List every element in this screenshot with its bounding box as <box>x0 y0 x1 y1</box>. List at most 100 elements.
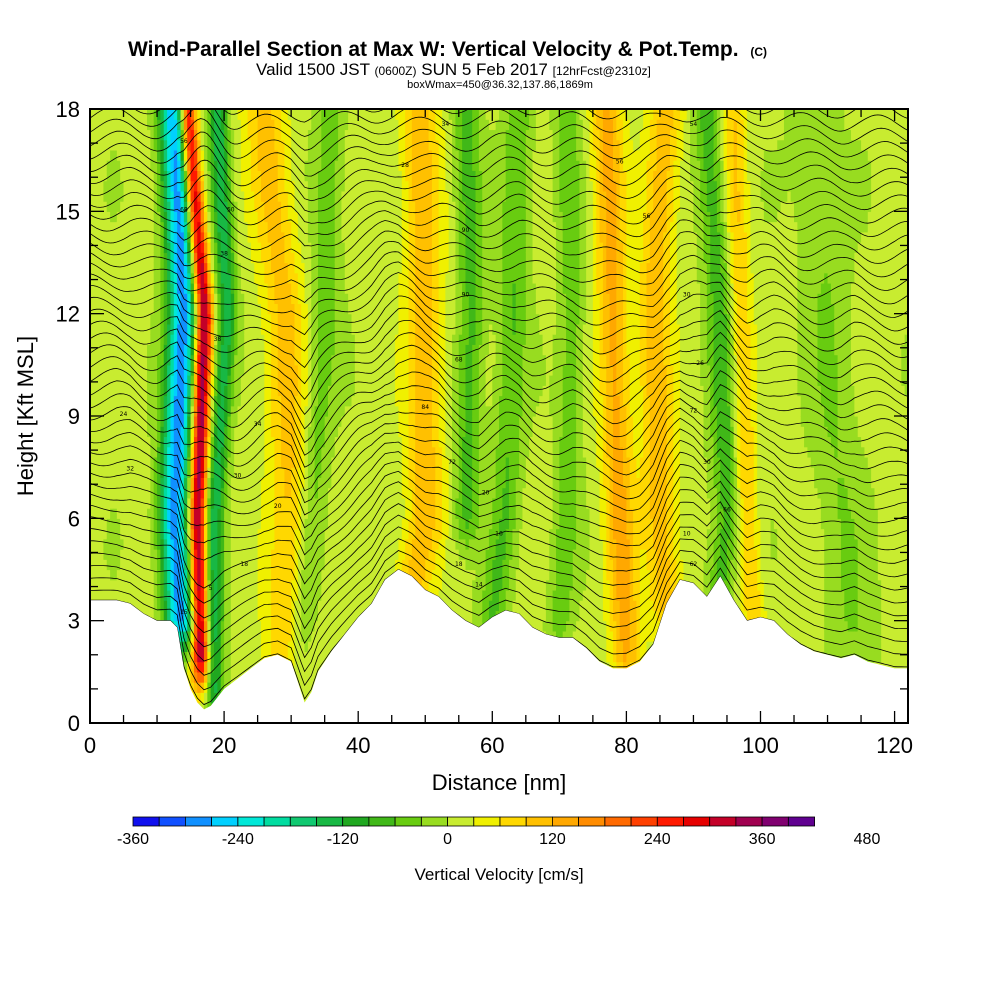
velocity-cell <box>214 395 218 407</box>
velocity-cell <box>110 436 115 448</box>
velocity-cell <box>341 467 346 478</box>
velocity-cell <box>190 334 195 345</box>
velocity-cell <box>314 201 319 212</box>
velocity-cell <box>217 313 222 325</box>
velocity-cell <box>260 446 265 458</box>
velocity-cell <box>214 610 218 622</box>
velocity-cell <box>113 456 118 468</box>
velocity-cell <box>361 600 366 612</box>
velocity-cell <box>348 190 353 202</box>
velocity-cell <box>200 231 205 243</box>
velocity-cell <box>348 518 353 530</box>
velocity-cell <box>207 323 212 335</box>
velocity-cell <box>197 395 202 407</box>
velocity-cell <box>197 641 202 652</box>
velocity-cell <box>297 559 302 571</box>
velocity-cell <box>344 487 349 499</box>
velocity-cell <box>190 477 195 489</box>
velocity-cell <box>100 323 105 335</box>
velocity-cell <box>116 303 121 315</box>
velocity-cell <box>281 569 286 581</box>
velocity-cell <box>153 559 158 571</box>
velocity-cell <box>354 201 359 212</box>
velocity-cell <box>257 508 262 519</box>
velocity-cell <box>116 538 121 550</box>
velocity-cell <box>140 201 145 212</box>
velocity-cell <box>244 262 249 274</box>
velocity-cell <box>90 477 94 489</box>
velocity-cell <box>237 109 242 120</box>
velocity-cell <box>120 416 125 427</box>
velocity-cell <box>351 170 356 182</box>
velocity-cell <box>200 528 205 540</box>
velocity-cell <box>257 242 262 253</box>
velocity-cell <box>334 620 339 632</box>
velocity-cell <box>291 559 296 571</box>
velocity-cell <box>190 395 195 407</box>
velocity-cell <box>324 620 329 632</box>
velocity-cell <box>240 559 245 571</box>
velocity-cell <box>244 303 249 315</box>
velocity-cell <box>140 559 145 571</box>
velocity-cell <box>126 190 131 202</box>
velocity-cell <box>244 293 249 305</box>
velocity-cell <box>257 119 262 131</box>
velocity-cell <box>136 487 141 499</box>
velocity-cell <box>183 589 188 601</box>
velocity-cell <box>254 109 259 120</box>
velocity-cell <box>264 641 269 652</box>
velocity-cell <box>338 242 343 253</box>
velocity-cell <box>143 508 148 519</box>
velocity-cell <box>284 641 289 652</box>
velocity-cell <box>331 477 336 489</box>
velocity-cell <box>291 221 296 233</box>
velocity-cell <box>311 323 316 335</box>
velocity-cell <box>110 385 115 397</box>
velocity-cell <box>187 671 192 683</box>
velocity-cell <box>120 170 125 182</box>
velocity-cell <box>344 262 349 274</box>
velocity-cell <box>214 334 218 345</box>
velocity-cell <box>254 559 259 571</box>
velocity-cell <box>193 641 198 652</box>
velocity-cell <box>271 282 275 294</box>
velocity-cell <box>358 139 363 151</box>
velocity-cell <box>328 303 332 315</box>
velocity-cell <box>136 282 141 294</box>
velocity-cell <box>123 518 128 530</box>
velocity-cell <box>150 334 155 345</box>
velocity-cell <box>321 395 326 407</box>
velocity-cell <box>311 477 316 489</box>
velocity-cell <box>304 119 309 131</box>
velocity-cell <box>314 211 319 223</box>
velocity-cell <box>244 334 249 345</box>
velocity-cell <box>348 211 353 223</box>
velocity-cell <box>160 456 165 468</box>
velocity-cell <box>334 149 339 161</box>
velocity-cell <box>133 446 138 458</box>
velocity-cell <box>150 149 155 161</box>
velocity-cell <box>126 180 131 192</box>
velocity-cell <box>220 487 225 499</box>
velocity-cell <box>224 518 229 530</box>
velocity-cell <box>264 190 269 202</box>
velocity-cell <box>358 456 363 468</box>
velocity-cell <box>321 589 326 601</box>
velocity-cell <box>110 160 115 171</box>
velocity-cell <box>227 170 232 182</box>
velocity-cell <box>183 487 188 499</box>
velocity-cell <box>203 692 208 704</box>
velocity-cell <box>284 364 289 376</box>
velocity-cell <box>167 242 172 253</box>
velocity-cell <box>113 262 118 274</box>
velocity-cell <box>197 692 202 704</box>
velocity-cell <box>321 549 326 560</box>
velocity-cell <box>90 231 94 243</box>
velocity-cell <box>358 272 363 284</box>
velocity-cell <box>297 456 302 468</box>
velocity-cell <box>240 487 245 499</box>
velocity-cell <box>140 436 145 448</box>
velocity-cell <box>140 149 145 161</box>
velocity-cell <box>301 610 306 622</box>
velocity-cell <box>106 467 111 478</box>
